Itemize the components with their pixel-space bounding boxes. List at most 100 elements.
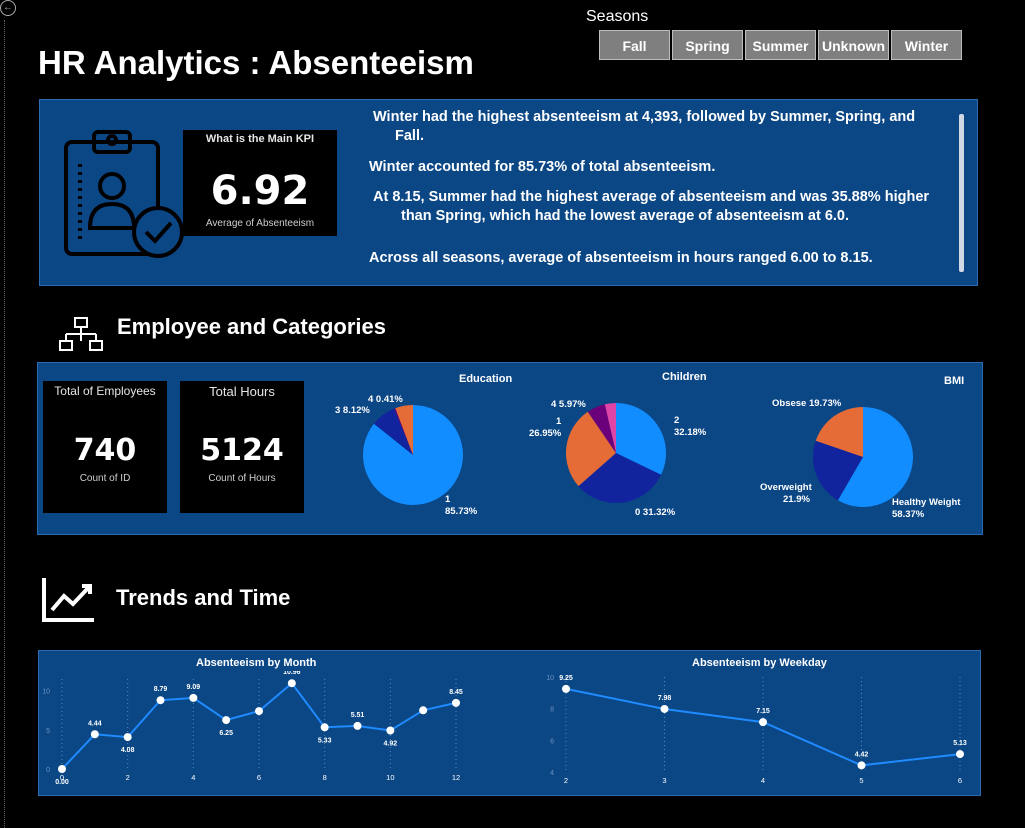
month-x-tick: 10 [386, 773, 394, 782]
weekday-point[interactable] [956, 750, 964, 759]
children-pct-1: 26.95% [529, 428, 562, 439]
weekday-point-label: 7.98 [658, 695, 672, 702]
slicer-option-winter[interactable]: Winter [891, 30, 962, 60]
bmi-chart-title: BMI [944, 375, 965, 387]
children-slice-0[interactable] [578, 453, 661, 503]
education-label-3: 3 8.12% [335, 405, 370, 416]
seasons-slicer-label: Seasons [586, 8, 649, 25]
section-title-trends: Trends and Time [116, 585, 291, 610]
weekday-point[interactable] [562, 684, 570, 693]
weekday-x-tick: 2 [564, 776, 568, 785]
slicer-option-summer[interactable]: Summer [745, 30, 816, 60]
children-slice-3[interactable] [604, 403, 616, 453]
slicer-option-unknown[interactable]: Unknown [818, 30, 889, 60]
bmi-slice-obsese[interactable] [815, 407, 863, 457]
children-label-1: 1 [556, 416, 562, 427]
weekday-point[interactable] [660, 704, 669, 713]
weekday-point-label: 5.13 [953, 740, 967, 747]
month-point-label: 5.51 [351, 712, 365, 719]
month-line-chart[interactable]: 0 2 4 6 8 10 12 0 5 10 0.00 4.44 4.08 8.79 9.09 6.25 10.… [39, 671, 469, 795]
children-slice-1[interactable] [566, 411, 616, 487]
education-slice-2[interactable] [395, 405, 413, 455]
page-title: HR Analytics : Absenteeism [38, 44, 474, 81]
month-point[interactable] [419, 706, 428, 715]
bmi-label-obsese: Obsese 19.73% [772, 398, 842, 409]
weekday-x-tick: 3 [662, 776, 666, 785]
month-x-tick: 0 [60, 773, 64, 782]
month-point-label: 9.09 [187, 684, 201, 691]
children-label-0: 0 31.32% [635, 507, 676, 518]
month-point[interactable] [156, 696, 165, 705]
weekday-y-tick: 10 [546, 675, 554, 682]
children-slice-2[interactable] [616, 403, 666, 475]
slicer-option-spring[interactable]: Spring [672, 30, 743, 60]
bmi-slice-overweight[interactable] [813, 440, 863, 501]
children-label-2: 2 [674, 415, 680, 426]
education-label-4: 4 0.41% [368, 394, 403, 405]
insight-line: than Spring, which had the lowest averag… [401, 208, 850, 224]
month-point[interactable] [189, 693, 198, 702]
month-point[interactable] [386, 726, 395, 735]
weekday-line-chart[interactable]: 2 3 4 5 6 4 6 8 10 9.25 7.98 7.15 4.42 5.13 [519, 671, 979, 795]
total-employees-caption: Count of ID [79, 473, 131, 484]
month-point[interactable] [123, 733, 132, 742]
education-pie[interactable] [361, 403, 465, 507]
bmi-pie[interactable] [811, 405, 915, 509]
month-point-label: 0.00 [55, 779, 69, 786]
main-kpi-heading: What is the Main KPI [205, 133, 315, 145]
bmi-slice-healthy-weight[interactable] [837, 407, 913, 507]
weekday-y-tick: 6 [550, 738, 554, 745]
main-kpi-caption: Average of Absenteeism [205, 218, 315, 229]
org-chart-icon [59, 317, 103, 351]
insight-line: At 8.15, Summer had the highest average … [373, 189, 930, 205]
weekday-x-tick: 4 [761, 776, 765, 785]
back-arrow-icon[interactable]: ← [0, 0, 16, 16]
scrollbar-thumb[interactable] [959, 114, 964, 272]
insight-line: Winter had the highest absenteeism at 4,… [373, 109, 916, 125]
trends-panel: Absenteeism by Month 0 2 4 6 8 10 12 0 5 10 0.00 4.… [38, 650, 981, 796]
month-point[interactable] [255, 707, 263, 716]
month-point[interactable] [353, 721, 362, 730]
insight-line: Across all seasons, average of absenteei… [369, 250, 873, 266]
total-hours-caption: Count of Hours [208, 473, 276, 484]
weekday-point-label: 7.15 [756, 708, 770, 715]
bmi-pct-overweight: 21.9% [783, 494, 810, 505]
education-chart-title: Education [459, 373, 513, 385]
month-y-tick: 5 [46, 728, 50, 735]
total-hours-card: Total Hours 5124 Count of Hours [180, 381, 304, 513]
month-x-tick: 2 [126, 773, 130, 782]
weekday-x-tick: 5 [859, 776, 863, 785]
month-x-tick: 4 [191, 773, 195, 782]
children-pie[interactable] [564, 401, 668, 505]
month-point[interactable] [320, 723, 329, 732]
month-point-label: 8.79 [154, 686, 168, 693]
main-kpi-card: What is the Main KPI 6.92 Average of Abs… [183, 130, 337, 236]
month-point-label: 5.33 [318, 737, 332, 744]
weekday-point[interactable] [759, 718, 767, 727]
month-point[interactable] [222, 716, 231, 725]
month-point[interactable] [452, 698, 460, 707]
month-point[interactable] [58, 765, 66, 773]
section-title-employee: Employee and Categories [117, 314, 386, 339]
weekday-y-tick: 4 [550, 770, 554, 777]
slicer-option-fall[interactable]: Fall [599, 30, 670, 60]
main-kpi-value: 6.92 [210, 168, 310, 214]
children-slice-4[interactable] [587, 404, 616, 453]
month-point[interactable] [287, 679, 296, 688]
weekday-point[interactable] [857, 761, 866, 770]
month-x-tick: 6 [257, 773, 261, 782]
total-employees-card: Total of Employees 740 Count of ID [43, 381, 167, 513]
education-pct-1: 85.73% [445, 506, 478, 517]
total-employees-heading: Total of Employees [54, 384, 156, 398]
canvas-edge-divider [4, 20, 5, 828]
education-slice-4[interactable] [394, 408, 413, 455]
month-point-label: 4.08 [121, 747, 135, 754]
children-label-4: 4 5.97% [551, 399, 586, 410]
month-point[interactable] [90, 730, 99, 739]
insight-line: Fall. [395, 128, 425, 144]
weekday-x-tick: 6 [958, 776, 962, 785]
total-hours-value: 5124 [200, 433, 284, 468]
education-slice-3[interactable] [373, 408, 413, 455]
weekday-y-tick: 8 [550, 707, 554, 714]
month-y-tick: 0 [46, 767, 50, 774]
